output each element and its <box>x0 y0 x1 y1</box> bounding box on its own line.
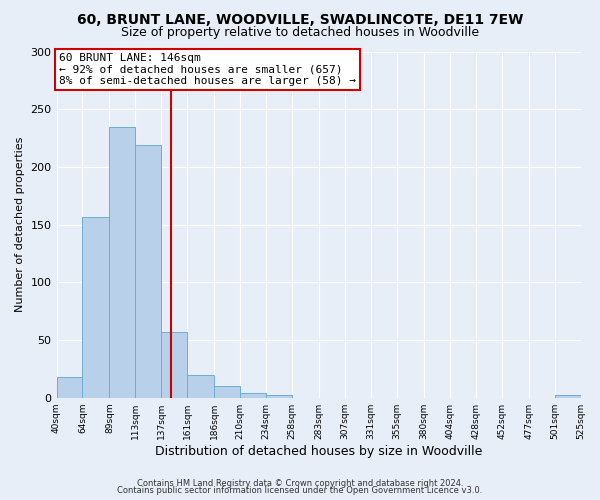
Text: 60 BRUNT LANE: 146sqm
← 92% of detached houses are smaller (657)
8% of semi-deta: 60 BRUNT LANE: 146sqm ← 92% of detached … <box>59 53 356 86</box>
Bar <box>187 374 214 398</box>
Bar <box>554 396 581 398</box>
Bar <box>82 216 109 398</box>
Bar <box>240 393 266 398</box>
Bar <box>266 396 292 398</box>
Text: Size of property relative to detached houses in Woodville: Size of property relative to detached ho… <box>121 26 479 39</box>
Text: 60, BRUNT LANE, WOODVILLE, SWADLINCOTE, DE11 7EW: 60, BRUNT LANE, WOODVILLE, SWADLINCOTE, … <box>77 12 523 26</box>
Bar <box>136 145 161 398</box>
Text: Contains public sector information licensed under the Open Government Licence v3: Contains public sector information licen… <box>118 486 482 495</box>
Bar <box>214 386 240 398</box>
Text: Contains HM Land Registry data © Crown copyright and database right 2024.: Contains HM Land Registry data © Crown c… <box>137 478 463 488</box>
Bar <box>56 377 82 398</box>
Y-axis label: Number of detached properties: Number of detached properties <box>15 137 25 312</box>
X-axis label: Distribution of detached houses by size in Woodville: Distribution of detached houses by size … <box>155 444 482 458</box>
Bar <box>109 126 136 398</box>
Bar <box>161 332 187 398</box>
